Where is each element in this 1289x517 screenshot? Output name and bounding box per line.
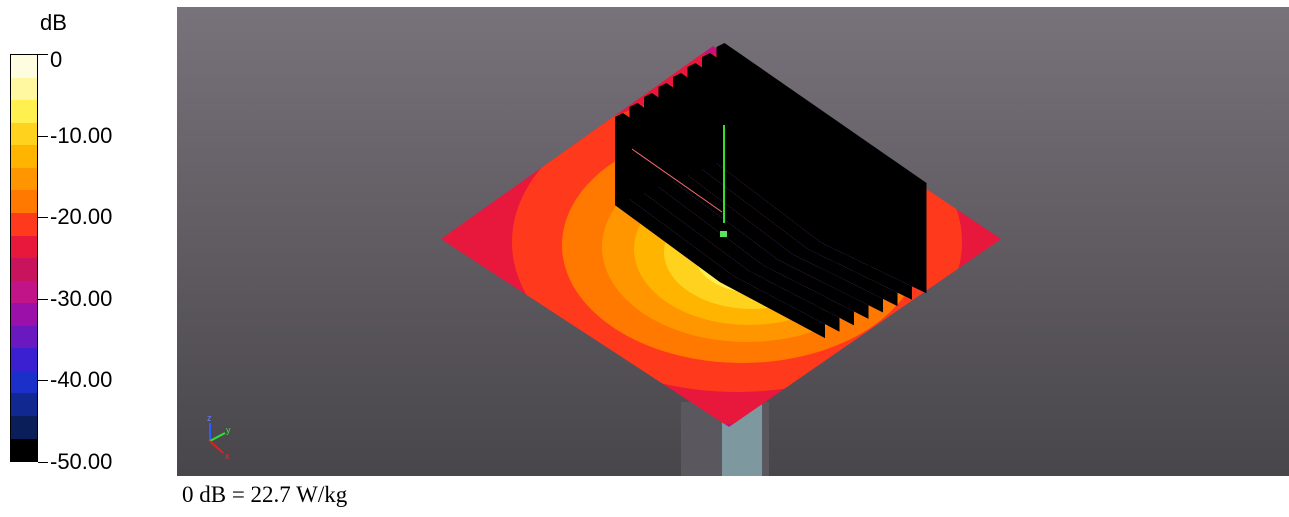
legend-tick [38,135,48,137]
legend-tick [38,380,48,382]
legend-color-segment [11,235,37,259]
axis-z-label: z [207,413,212,423]
3d-viewport[interactable]: z y x [177,7,1289,476]
axis-y-label: y [226,425,231,435]
legend-color-segment [11,348,37,371]
legend-tick-label: -50.00 [50,449,113,474]
legend-tick-label: 0 [50,47,63,72]
legend-color-segment [11,167,37,191]
legend-color-segment [11,77,37,101]
slice-top-edge [716,43,927,213]
measurement-slices [615,43,927,338]
legend-tick [38,54,48,55]
legend-color-bar [10,54,38,462]
legend-color-segment [11,122,37,146]
legend-tick-label: -10.00 [50,122,113,148]
probe-marker [720,231,727,237]
legend-tick [38,462,48,463]
sar-distribution-scene: z y x [177,7,1289,476]
legend-tick [38,217,48,219]
legend-tick-label: -40.00 [50,367,113,393]
legend-color-segment [11,190,37,213]
legend-color-segment [11,438,37,462]
legend-tick-label: -30.00 [50,285,113,311]
legend-color-segment [11,416,37,439]
legend-color-segment [11,258,37,281]
legend-color-segment [11,325,37,349]
legend-color-segment [11,55,37,78]
legend-tick-label: -20.00 [50,204,113,230]
legend-tick [38,298,48,300]
legend-color-segment [11,100,37,123]
color-scale-legend: dB 0 -10.00 -20.00 -30.00 -40.00 -50.00 [0,0,175,480]
legend-color-segment [11,280,37,304]
legend-color-segment [11,212,37,236]
slice-band [716,65,927,294]
legend-color-segment [11,370,37,394]
slice-grid-line [631,148,723,213]
legend-color-segment [11,145,37,168]
caption-reference: 0 dB = 22.7 W/kg [182,482,348,507]
legend-unit-label: dB [40,10,67,35]
axis-x-label: x [225,451,230,461]
legend-color-segment [11,393,37,416]
axis-triad: z y x [207,413,231,461]
legend-color-segment [11,303,37,326]
